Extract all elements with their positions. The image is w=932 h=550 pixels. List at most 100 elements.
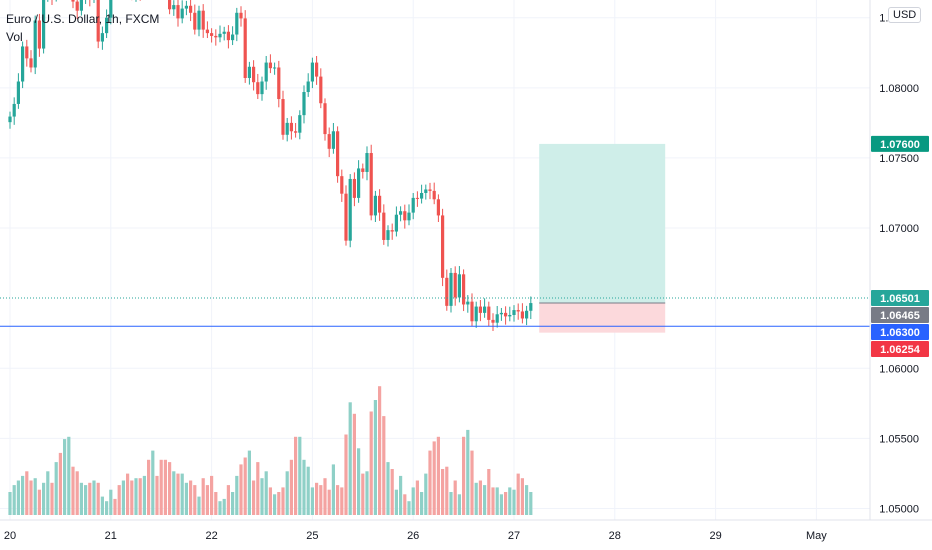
volume-bar-32: [142, 475, 146, 515]
candle-106: [453, 272, 457, 298]
volume-bar-4: [25, 471, 29, 515]
current-price-tag: 1.06501: [871, 290, 929, 307]
volume-label[interactable]: Vol: [6, 30, 23, 44]
candle-50: [218, 33, 222, 38]
current-price-tag-bg: [871, 290, 929, 307]
volume-bar-123: [525, 485, 529, 515]
volume-bar-77: [331, 464, 335, 515]
volume-bar-5: [29, 480, 33, 515]
volume-bar-90: [386, 462, 390, 515]
volume-bar-56: [243, 457, 247, 515]
symbol-title[interactable]: Euro / U.S. Dollar, 1h, FXCM: [6, 12, 160, 26]
volume-bar-23: [105, 501, 109, 515]
volume-bar-7: [37, 489, 41, 515]
volume-bar-82: [352, 413, 356, 515]
volume-bar-105: [449, 492, 453, 515]
volume-bar-17: [79, 482, 83, 515]
candle-43: [189, 5, 193, 13]
volume-bar-50: [218, 501, 222, 515]
candle-89: [382, 212, 386, 240]
candle-110: [470, 301, 474, 322]
candle-45: [197, 10, 201, 30]
volume-bar-115: [491, 487, 495, 515]
candle-86: [369, 153, 373, 216]
volume-bar-92: [394, 489, 398, 515]
candle-4: [25, 46, 29, 59]
candle-62: [268, 62, 272, 69]
y-tick-label-4: 1.07500: [879, 153, 919, 165]
entry-price-tag: 1.06465: [871, 307, 929, 324]
volume-bar-101: [432, 441, 436, 515]
volume-bar-31: [138, 478, 142, 515]
candle-41: [180, 8, 184, 19]
volume-bar-33: [147, 459, 151, 515]
volume-bar-9: [46, 471, 50, 515]
candle-8: [42, 0, 46, 49]
candle-6: [33, 20, 37, 68]
candle-103: [441, 215, 445, 278]
volume-bar-119: [508, 487, 512, 515]
candle-69: [298, 115, 302, 133]
volume-bar-121: [516, 473, 520, 515]
volume-bar-87: [373, 400, 377, 515]
candle-64: [277, 67, 281, 100]
volume-bar-122: [520, 478, 524, 515]
loss-zone[interactable]: [539, 303, 666, 333]
volume-bar-1: [12, 485, 16, 515]
candle-99: [424, 189, 428, 193]
volume-bar-94: [403, 494, 407, 515]
candle-57: [247, 66, 251, 78]
stop-price-tag-bg: [871, 341, 929, 358]
x-tick-label-5: 27: [508, 530, 520, 542]
candle-105: [449, 272, 453, 306]
currency-button[interactable]: USD: [888, 7, 922, 23]
candle-95: [407, 212, 411, 221]
volume-bar-67: [289, 459, 293, 515]
volume-bar-84: [361, 473, 365, 515]
x-tick-label-1: 21: [105, 530, 117, 542]
volume-bar-3: [21, 475, 25, 515]
volume-bar-37: [163, 459, 167, 515]
volume-bar-102: [436, 436, 440, 515]
volume-bar-88: [378, 386, 382, 515]
volume-bar-44: [193, 485, 197, 515]
volume-bar-108: [462, 436, 466, 515]
entry-price-tag-bg: [871, 307, 929, 324]
volume-bar-54: [235, 475, 239, 515]
y-tick-label-0: 1.05000: [879, 503, 919, 515]
volume-bar-65: [281, 487, 285, 515]
candle-1: [12, 103, 16, 117]
profit-zone[interactable]: [539, 143, 666, 304]
candle-68: [294, 131, 298, 133]
candle-67: [289, 122, 293, 132]
volume-bar-8: [42, 482, 46, 515]
volume-bar-29: [130, 480, 134, 515]
candle-112: [478, 306, 482, 313]
candle-44: [193, 12, 197, 30]
y-tick-label-1: 1.05500: [879, 433, 919, 445]
candle-107: [457, 274, 461, 298]
volume-bar-30: [134, 478, 138, 515]
candle-42: [184, 5, 188, 9]
volume-bar-24: [109, 489, 113, 515]
volume-bar-78: [336, 485, 340, 515]
candle-120: [512, 310, 516, 315]
candle-38: [168, 0, 172, 10]
volume-bar-6: [33, 478, 37, 515]
candle-39: [172, 5, 176, 10]
candle-51: [222, 31, 226, 34]
volume-bar-112: [478, 480, 482, 515]
volume-bar-0: [8, 492, 12, 515]
volume-bar-97: [415, 480, 419, 515]
candle-77: [331, 131, 335, 149]
long-position-tool[interactable]: [539, 143, 666, 333]
candle-111: [474, 306, 478, 322]
volume-bar-74: [319, 485, 323, 515]
volume-bar-64: [277, 492, 281, 515]
candle-24: [109, 0, 113, 18]
volume-bar-39: [172, 471, 176, 515]
volume-bar-99: [424, 473, 428, 515]
target-price-tag-text: 1.07600: [880, 139, 920, 151]
